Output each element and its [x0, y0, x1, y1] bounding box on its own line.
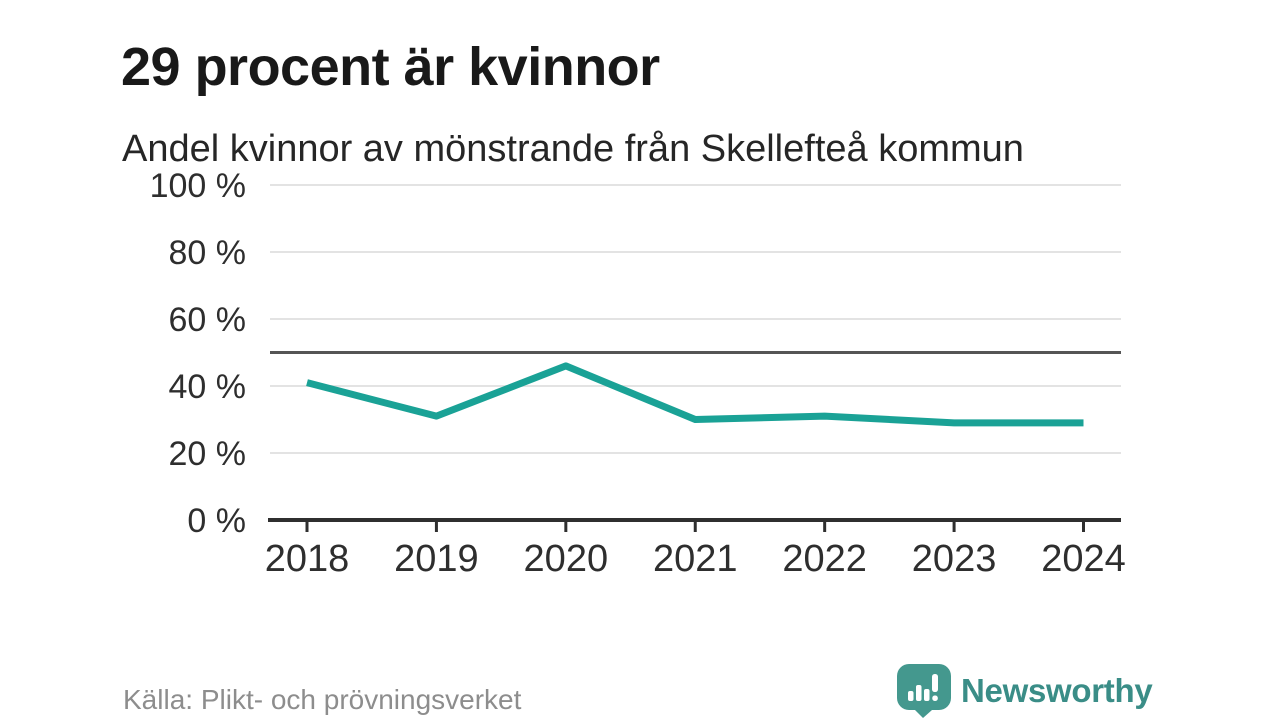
y-axis-tick-label: 60 %	[169, 301, 247, 339]
newsworthy-logo: Newsworthy	[897, 664, 1153, 718]
x-axis-tick-label: 2022	[782, 538, 867, 580]
data-line-andel-kvinnor	[306, 362, 1084, 427]
newsworthy-bubble-chart-icon	[897, 664, 951, 718]
y-axis-tick-label: 100 %	[150, 167, 246, 205]
x-axis-tick-label: 2018	[265, 538, 350, 580]
source-note: Källa: Plikt- och prövningsverket	[123, 684, 522, 715]
newsworthy-wordmark: Newsworthy	[961, 672, 1153, 709]
y-axis-tick-label: 0 %	[187, 502, 246, 540]
y-axis-tick-label: 20 %	[169, 435, 247, 473]
x-axis-tick-label: 2023	[912, 538, 997, 580]
y-axis-tick-label: 40 %	[169, 368, 247, 406]
x-axis-tick-label: 2019	[394, 538, 479, 580]
x-axis-tick-label: 2024	[1041, 538, 1126, 580]
x-axis-tick-label: 2021	[653, 538, 738, 580]
page-title: 29 procent är kvinnor	[121, 37, 660, 98]
x-axis-tick-label: 2020	[524, 538, 609, 580]
y-axis-tick-label: 80 %	[169, 234, 247, 272]
chart-subtitle: Andel kvinnor av mönstrande från Skellef…	[122, 127, 1024, 170]
